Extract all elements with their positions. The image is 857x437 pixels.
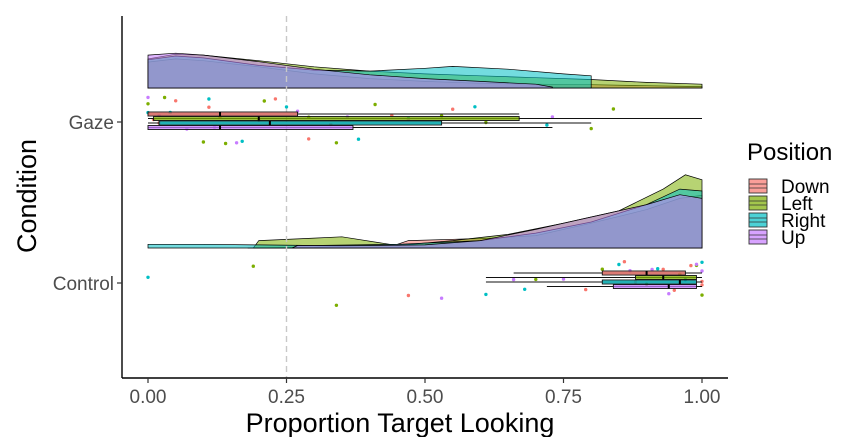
- legend-title: Position: [747, 139, 832, 166]
- point-gaze-down: [207, 105, 211, 109]
- point-control-right: [146, 275, 150, 279]
- point-control-down: [672, 288, 676, 292]
- x-tick-label: 0.00: [130, 387, 167, 408]
- legend-swatch-right: [748, 212, 768, 228]
- x-tick-label: 0.50: [407, 387, 444, 408]
- legend-label-right: Right: [781, 211, 826, 232]
- plot-panel: [146, 16, 704, 378]
- point-control-down: [584, 287, 588, 292]
- point-control-left: [600, 267, 604, 271]
- box-gaze-left: [153, 116, 520, 121]
- y-tick-label: Gaze: [69, 113, 114, 134]
- point-gaze-right: [240, 139, 244, 143]
- point-gaze-up: [146, 95, 150, 100]
- point-control-up: [667, 292, 671, 296]
- point-control-up: [694, 262, 699, 266]
- point-control-left: [534, 277, 538, 282]
- legend-swatch-down: [748, 178, 768, 194]
- density-control-up: [291, 194, 703, 249]
- axes: 0.00 0.25 0.50 0.75 1.00 Gaze Control: [53, 16, 728, 408]
- legend-swatch-left: [748, 195, 768, 211]
- y-tick-label: Control: [53, 274, 114, 295]
- box-control-left: [635, 275, 697, 280]
- point-control-left: [334, 303, 339, 307]
- point-control-right: [484, 292, 488, 297]
- point-gaze-left: [611, 107, 616, 111]
- point-gaze-left: [223, 141, 228, 146]
- y-axis-title: Condition: [12, 139, 42, 253]
- point-gaze-right: [473, 105, 477, 109]
- point-control-down: [622, 260, 627, 264]
- point-gaze-right: [356, 137, 361, 141]
- point-gaze-up: [550, 115, 555, 119]
- point-gaze-right: [207, 97, 211, 101]
- box-gaze-up: [147, 125, 354, 130]
- point-gaze-left: [484, 120, 488, 125]
- point-control-up: [650, 267, 654, 272]
- point-control-down: [661, 267, 665, 271]
- point-control-right: [617, 262, 621, 267]
- point-gaze-down: [307, 137, 311, 141]
- box-control-up: [612, 284, 697, 289]
- point-gaze-left: [589, 126, 593, 131]
- point-gaze-left: [146, 102, 150, 106]
- legend-label-down: Down: [781, 177, 830, 198]
- legend-label-left: Left: [781, 194, 813, 215]
- point-control-up: [700, 269, 704, 273]
- point-control-down: [406, 293, 411, 298]
- point-control-right: [523, 287, 527, 291]
- point-gaze-left: [373, 102, 377, 107]
- point-control-right: [656, 267, 660, 271]
- legend-swatch-up: [748, 229, 768, 245]
- point-gaze-right: [284, 105, 289, 109]
- density-gaze-up: [147, 52, 553, 89]
- x-tick-label: 1.00: [684, 387, 721, 408]
- x-axis-title: Proportion Target Looking: [246, 408, 555, 437]
- point-control-down: [689, 263, 693, 268]
- point-control-up: [439, 296, 444, 300]
- density-clouds: [147, 52, 703, 249]
- box-gaze-down: [147, 111, 299, 117]
- box-control-right: [601, 279, 697, 285]
- point-gaze-down: [451, 107, 455, 111]
- point-control-down: [700, 279, 704, 284]
- point-control-up: [561, 277, 566, 281]
- point-control-left: [251, 264, 255, 268]
- point-gaze-left: [334, 141, 339, 145]
- legend-label-up: Up: [781, 228, 805, 249]
- point-control-left: [700, 293, 704, 297]
- box-control-down: [601, 270, 686, 276]
- y-ticks: Gaze Control: [53, 113, 122, 295]
- point-gaze-left: [162, 95, 167, 100]
- boxplots: [147, 111, 702, 289]
- point-gaze-left: [262, 99, 266, 103]
- x-tick-label: 0.25: [268, 387, 305, 408]
- point-gaze-down: [273, 97, 278, 101]
- point-gaze-left: [201, 140, 206, 144]
- x-tick-label: 0.75: [545, 387, 582, 408]
- point-control-right: [700, 260, 704, 264]
- box-gaze-right: [158, 120, 443, 126]
- x-ticks: 0.00 0.25 0.50 0.75 1.00: [130, 378, 721, 408]
- point-gaze-right: [545, 123, 549, 127]
- point-gaze-down: [174, 99, 178, 103]
- point-gaze-up: [234, 141, 239, 145]
- point-control-down: [700, 283, 704, 287]
- point-control-up: [511, 277, 516, 282]
